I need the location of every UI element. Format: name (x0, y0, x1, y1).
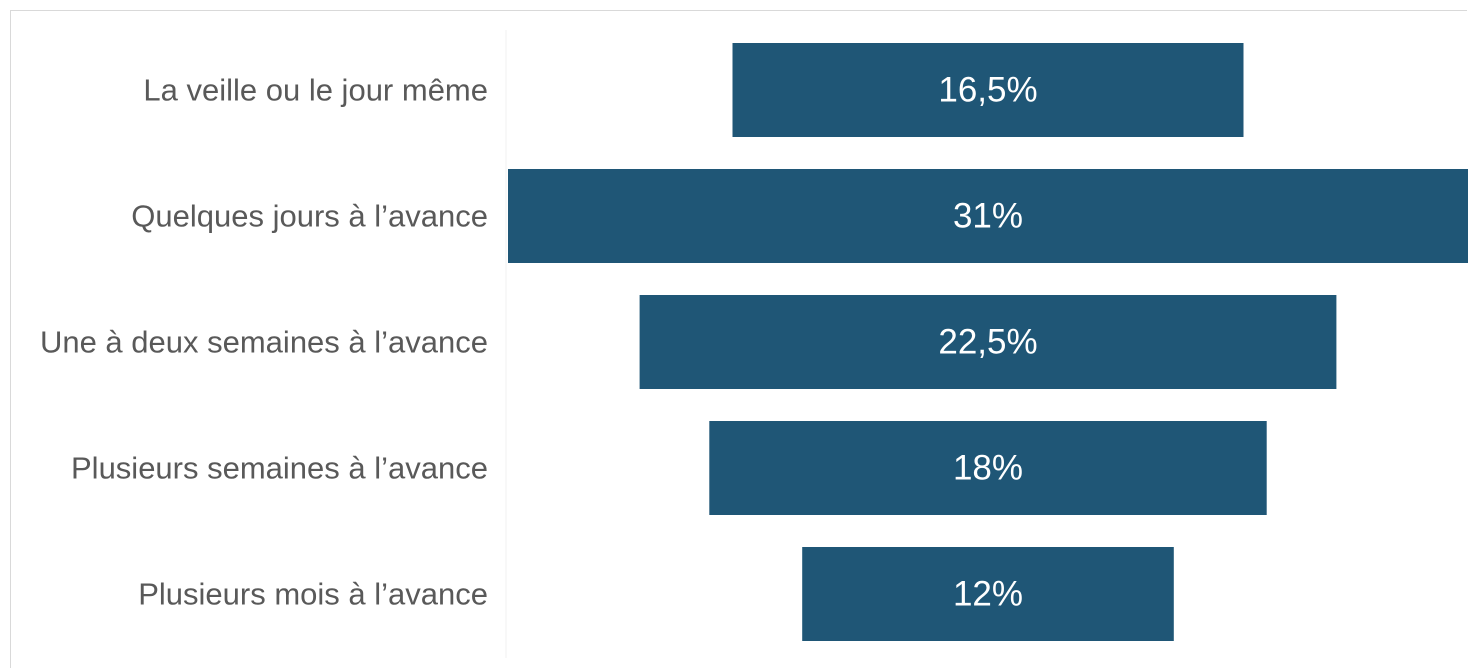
category-labels-layer: La veille ou le jour même Quelques jours … (40, 73, 488, 612)
value-label-2: 22,5% (938, 323, 1037, 362)
category-label-1: Quelques jours à l’avance (131, 199, 488, 234)
category-label-0: La veille ou le jour même (143, 73, 488, 108)
category-label-2: Une à deux semaines à l’avance (40, 325, 488, 360)
category-label-3: Plusieurs semaines à l’avance (71, 451, 488, 486)
bar-2 (639, 295, 1337, 389)
category-label-4: Plusieurs mois à l’avance (138, 577, 488, 612)
bar-0 (732, 43, 1244, 137)
value-labels-layer: 16,5% 31% 22,5% 18% 12% (938, 71, 1037, 614)
bars-layer (508, 43, 1468, 641)
chart-frame (10, 10, 1467, 668)
bar-4 (802, 547, 1174, 641)
bar-1 (508, 169, 1468, 263)
value-label-0: 16,5% (938, 71, 1037, 110)
bar-3 (709, 421, 1267, 515)
value-label-1: 31% (953, 197, 1023, 236)
value-label-3: 18% (953, 449, 1023, 488)
value-label-4: 12% (953, 575, 1023, 614)
